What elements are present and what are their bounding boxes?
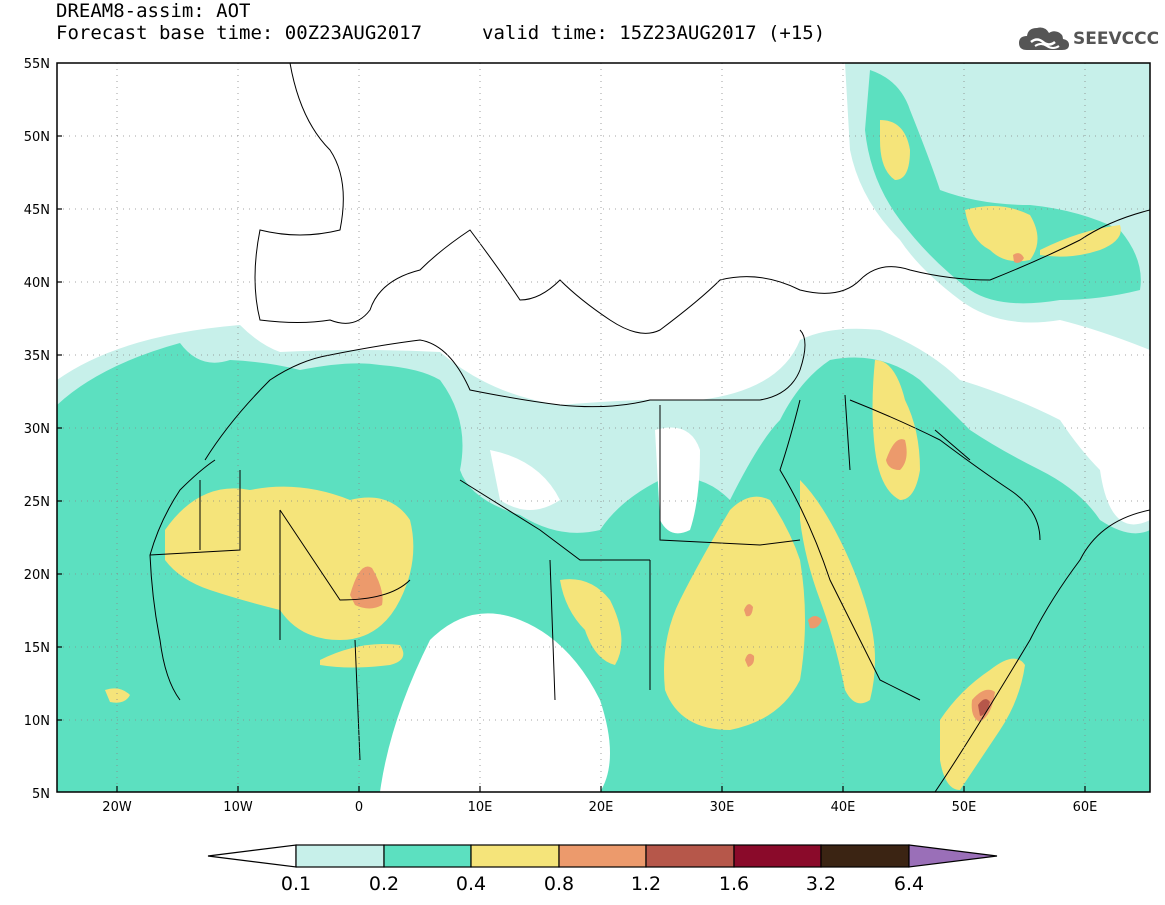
legend-swatch	[820, 844, 910, 868]
lon-label: 20E	[589, 800, 614, 815]
lat-label: 5N	[32, 787, 50, 802]
lat-label: 30N	[24, 422, 50, 437]
country-borders	[149, 63, 1150, 792]
legend-arrow-left	[207, 844, 297, 868]
lon-label: 10E	[468, 800, 493, 815]
lon-label: 10W	[223, 800, 253, 815]
legend-swatch	[470, 844, 560, 868]
lat-label: 20N	[24, 568, 50, 583]
aot-band-1.2	[978, 699, 990, 716]
legend-swatch	[295, 844, 385, 868]
color-legend	[207, 844, 998, 868]
lon-label: 50E	[952, 800, 977, 815]
lat-label: 15N	[24, 641, 50, 656]
lat-label: 10N	[24, 714, 50, 729]
legend-arrow-right	[908, 844, 998, 868]
lat-label: 45N	[24, 203, 50, 218]
lon-label: 0	[355, 800, 363, 815]
legend-label: 0.8	[544, 873, 574, 895]
legend-swatch	[558, 844, 647, 868]
forecast-base-time: Forecast base time: 00Z23AUG2017	[56, 22, 423, 44]
lon-label: 40E	[831, 800, 856, 815]
lon-label: 60E	[1073, 800, 1098, 815]
lon-label: 30E	[710, 800, 735, 815]
legend-swatch	[383, 844, 472, 868]
lat-label: 40N	[24, 276, 50, 291]
legend-label: 0.2	[369, 873, 399, 895]
legend-label: 0.1	[281, 873, 311, 895]
legend-swatch	[645, 844, 735, 868]
legend-label: 1.2	[631, 873, 661, 895]
cloud-logo-icon	[1019, 27, 1069, 50]
lat-label: 50N	[24, 130, 50, 145]
lat-label: 55N	[24, 57, 50, 72]
map-grid	[57, 63, 1150, 792]
valid-time: valid time: 15Z23AUG2017 (+15)	[482, 22, 826, 44]
legend-label: 0.4	[456, 873, 486, 895]
legend-swatch	[733, 844, 822, 868]
legend-label: 3.2	[806, 873, 836, 895]
map-title: DREAM8-assim: AOT	[56, 0, 251, 22]
lat-label: 25N	[24, 495, 50, 510]
aot-band-0.4	[165, 486, 414, 640]
lat-label: 35N	[24, 349, 50, 364]
seevccc-logo: SEEVCCC	[1017, 24, 1159, 54]
legend-label: 6.4	[894, 873, 924, 895]
aot-contours	[57, 63, 1150, 792]
aot-band-0.8	[350, 566, 383, 609]
lon-label: 20W	[102, 800, 132, 815]
logo-text: SEEVCCC	[1073, 29, 1160, 49]
legend-label: 1.6	[719, 873, 749, 895]
